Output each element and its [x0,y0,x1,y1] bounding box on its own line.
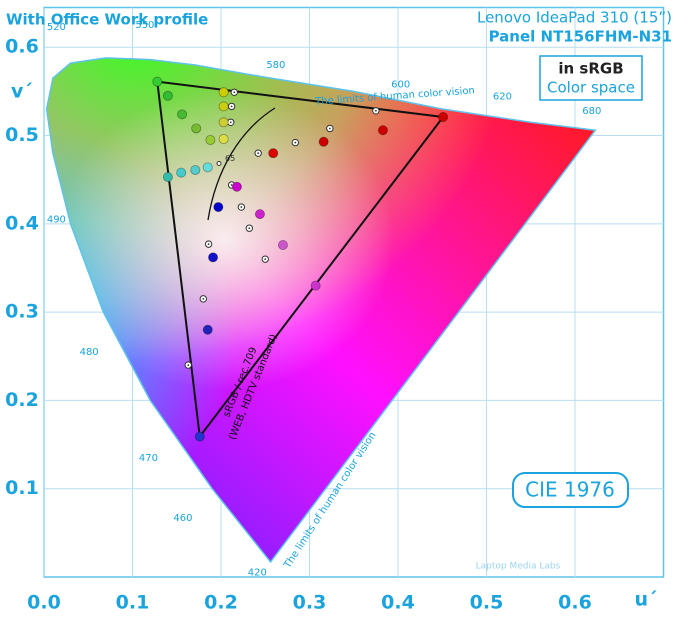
x-tick-label: 0.5 [470,592,504,614]
x-tick-label: 0.1 [116,592,150,614]
measured-point [162,172,173,183]
wavelength-label: 480 [80,347,99,358]
y-tick-label: 0.1 [5,477,39,499]
measured-point [231,181,242,192]
measured-point [218,117,229,128]
wavelength-label: 600 [391,79,410,90]
wavelength-label: 420 [248,568,267,579]
y-tick-label: 0.5 [5,124,39,146]
measured-point [190,164,201,175]
measured-point [310,280,321,291]
target-center [229,121,232,124]
measured-point [277,240,288,251]
target-center [233,91,236,94]
planckian-locus [207,107,276,221]
measured-point [191,123,202,134]
measured-point [202,162,213,173]
wavelength-label: 550 [135,20,154,31]
measured-point [218,101,229,112]
target-center [230,184,233,186]
x-tick-label: 0.3 [293,592,327,614]
target-center [248,227,251,230]
measured-point [194,431,205,442]
x-tick-label: 0.4 [381,592,415,614]
x-tick-label: 0.2 [204,592,238,614]
srgb-triangle [156,80,445,440]
header-line: Panel NT156FHM-N31 [489,28,672,46]
target-center [328,127,331,130]
badge-box [512,472,629,508]
measured-point [202,324,213,335]
legend-text: Color space [547,79,635,97]
measured-point [176,167,187,178]
target-center [230,105,233,108]
target-center [207,243,210,246]
legend-text: in sRGB [558,60,623,78]
wavelength-label: 460 [173,513,192,524]
target-center [202,297,205,300]
legend-box [539,55,643,101]
spectral-locus [45,57,597,564]
header-line: Lenovo IdeaPad 310 (15”) [477,9,672,27]
target-center [187,364,190,366]
y-tick-label: 0.4 [5,212,39,234]
credit: Laptop Media Labs [476,562,561,572]
wavelength-label: 490 [47,214,66,225]
title: With Office Work profile [6,11,208,29]
x-tick-label: 0.6 [558,592,592,614]
wavelength-label: 470 [139,453,158,464]
target-center [264,258,267,261]
badge: CIE 1976 [525,478,615,502]
y-tick-label: 0.3 [5,301,39,323]
x-tick-label: 0.0 [27,592,61,614]
measured-point [318,136,329,147]
wavelength-label: 680 [582,106,601,117]
wavelength-label: 580 [266,60,285,71]
wavelength-label: 520 [47,22,66,33]
measured-point [213,202,224,213]
x-axis-label: u´ [634,589,657,611]
target-center [374,109,377,112]
target-center [294,141,297,144]
y-tick-label: 0.2 [5,389,39,411]
measured-point [162,90,173,101]
wavelength-label: 620 [493,92,512,103]
measured-point [208,252,219,263]
measured-point [268,148,279,159]
measured-point [438,111,449,122]
y-tick-label: 0.6 [5,36,39,58]
measured-point [377,125,388,136]
target-center [240,206,243,208]
white-point [216,161,222,167]
data: 420 460 470 480 490 520 550 580 600 620 680 65 [45,20,601,579]
measured-point [177,109,188,120]
measured-point [254,209,265,220]
white-point-label: 65 [225,154,235,163]
measured-point [205,134,216,145]
measured-point [218,134,229,145]
y-axis-label: v´ [11,81,33,103]
measured-point [152,76,163,87]
measured-point [218,87,229,98]
target-center [257,152,260,155]
